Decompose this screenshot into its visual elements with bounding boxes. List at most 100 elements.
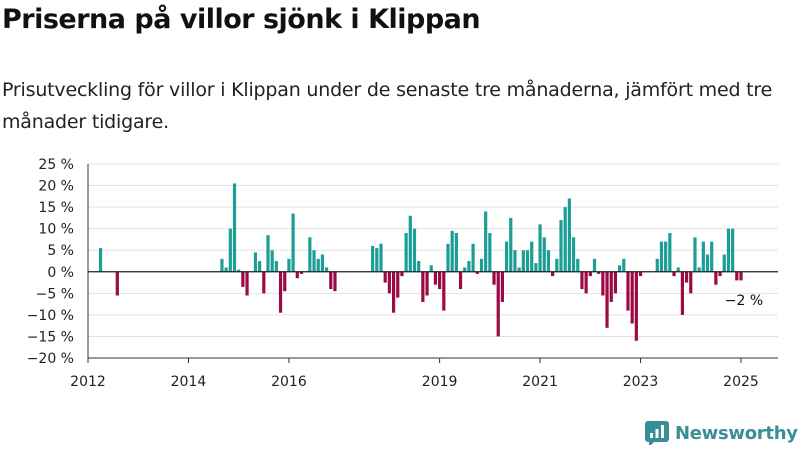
bar [739, 271, 743, 281]
bar [559, 220, 563, 272]
y-tick-label: −10 % [27, 308, 74, 324]
bar [417, 261, 421, 272]
bar [232, 183, 237, 272]
bar [546, 250, 551, 272]
y-tick-label: 15 % [38, 200, 74, 216]
bar [241, 271, 245, 287]
bar [287, 258, 291, 272]
bar [224, 267, 228, 272]
bar [454, 232, 458, 272]
y-tick-label: 20 % [38, 179, 74, 195]
x-tick-label: 2016 [271, 374, 307, 390]
bar [446, 243, 450, 272]
bar [618, 265, 622, 272]
bar [291, 213, 295, 272]
x-tick-label: 2025 [723, 374, 759, 390]
bar [433, 271, 438, 285]
brand-logo: Newsworthy [645, 420, 798, 446]
bar [563, 207, 567, 272]
bar [609, 271, 613, 302]
bar [484, 211, 488, 272]
chart-title: Priserna på villor sjönk i Klippan [2, 4, 481, 35]
bar [266, 235, 270, 272]
bar [329, 271, 333, 290]
bar [521, 250, 525, 272]
bar [253, 252, 258, 272]
bar [421, 271, 425, 302]
bar [705, 254, 710, 272]
bar [245, 271, 249, 296]
bar [316, 258, 320, 272]
bar [391, 271, 396, 313]
bar [371, 245, 375, 272]
bar [668, 232, 672, 272]
bar [684, 271, 689, 283]
bar [513, 250, 517, 272]
x-tick-label: 2019 [422, 374, 458, 390]
x-tick-label: 2021 [522, 374, 558, 390]
bar [258, 261, 262, 272]
bar [580, 271, 584, 290]
newsworthy-icon [645, 421, 669, 445]
bar [228, 228, 232, 272]
y-tick-label: −5 % [36, 286, 74, 302]
bar [220, 258, 224, 272]
y-tick-label: 10 % [38, 222, 74, 238]
chart-subtitle: Prisutveckling för villor i Klippan unde… [2, 79, 773, 133]
bar [722, 254, 726, 272]
bar [375, 248, 379, 272]
bar [467, 261, 471, 272]
bar [597, 271, 601, 274]
bar [672, 271, 676, 277]
bar [630, 271, 634, 324]
bar [396, 271, 400, 298]
bar [689, 271, 693, 294]
bar [387, 271, 391, 294]
bar [278, 271, 283, 313]
bar [475, 271, 479, 274]
bar [701, 241, 705, 272]
bar [325, 267, 329, 272]
bar [680, 271, 684, 315]
bar [408, 215, 412, 272]
bar [542, 237, 546, 272]
bar [262, 271, 266, 294]
bar [442, 271, 446, 311]
bar [320, 254, 325, 272]
bar [634, 271, 638, 341]
bar [588, 271, 592, 277]
bar [659, 241, 664, 272]
bar [479, 258, 484, 272]
bar [726, 228, 731, 272]
bar [270, 250, 274, 272]
bar [237, 269, 241, 272]
x-tick-label: 2014 [171, 374, 207, 390]
bar [538, 224, 542, 272]
bar [404, 232, 408, 272]
bar [601, 271, 605, 296]
y-tick-label: 25 % [38, 157, 74, 173]
y-tick-label: 5 % [47, 243, 74, 259]
bar [458, 271, 463, 290]
bar [488, 232, 492, 272]
bar [509, 217, 513, 272]
bar [450, 230, 454, 272]
bar [463, 267, 467, 272]
bar [312, 250, 316, 272]
bar [697, 267, 701, 272]
bar [525, 250, 530, 272]
brand-name: Newsworthy [675, 422, 798, 444]
bar [567, 198, 571, 272]
bar [530, 241, 534, 272]
bar [676, 267, 680, 272]
bar [613, 271, 618, 294]
bar [638, 271, 643, 277]
bar [534, 263, 538, 272]
bar [283, 271, 287, 292]
bar [299, 271, 304, 274]
bar [500, 271, 504, 302]
x-tick-label: 2023 [623, 374, 659, 390]
bar [496, 271, 500, 337]
bar [98, 248, 103, 272]
bar [492, 271, 496, 285]
